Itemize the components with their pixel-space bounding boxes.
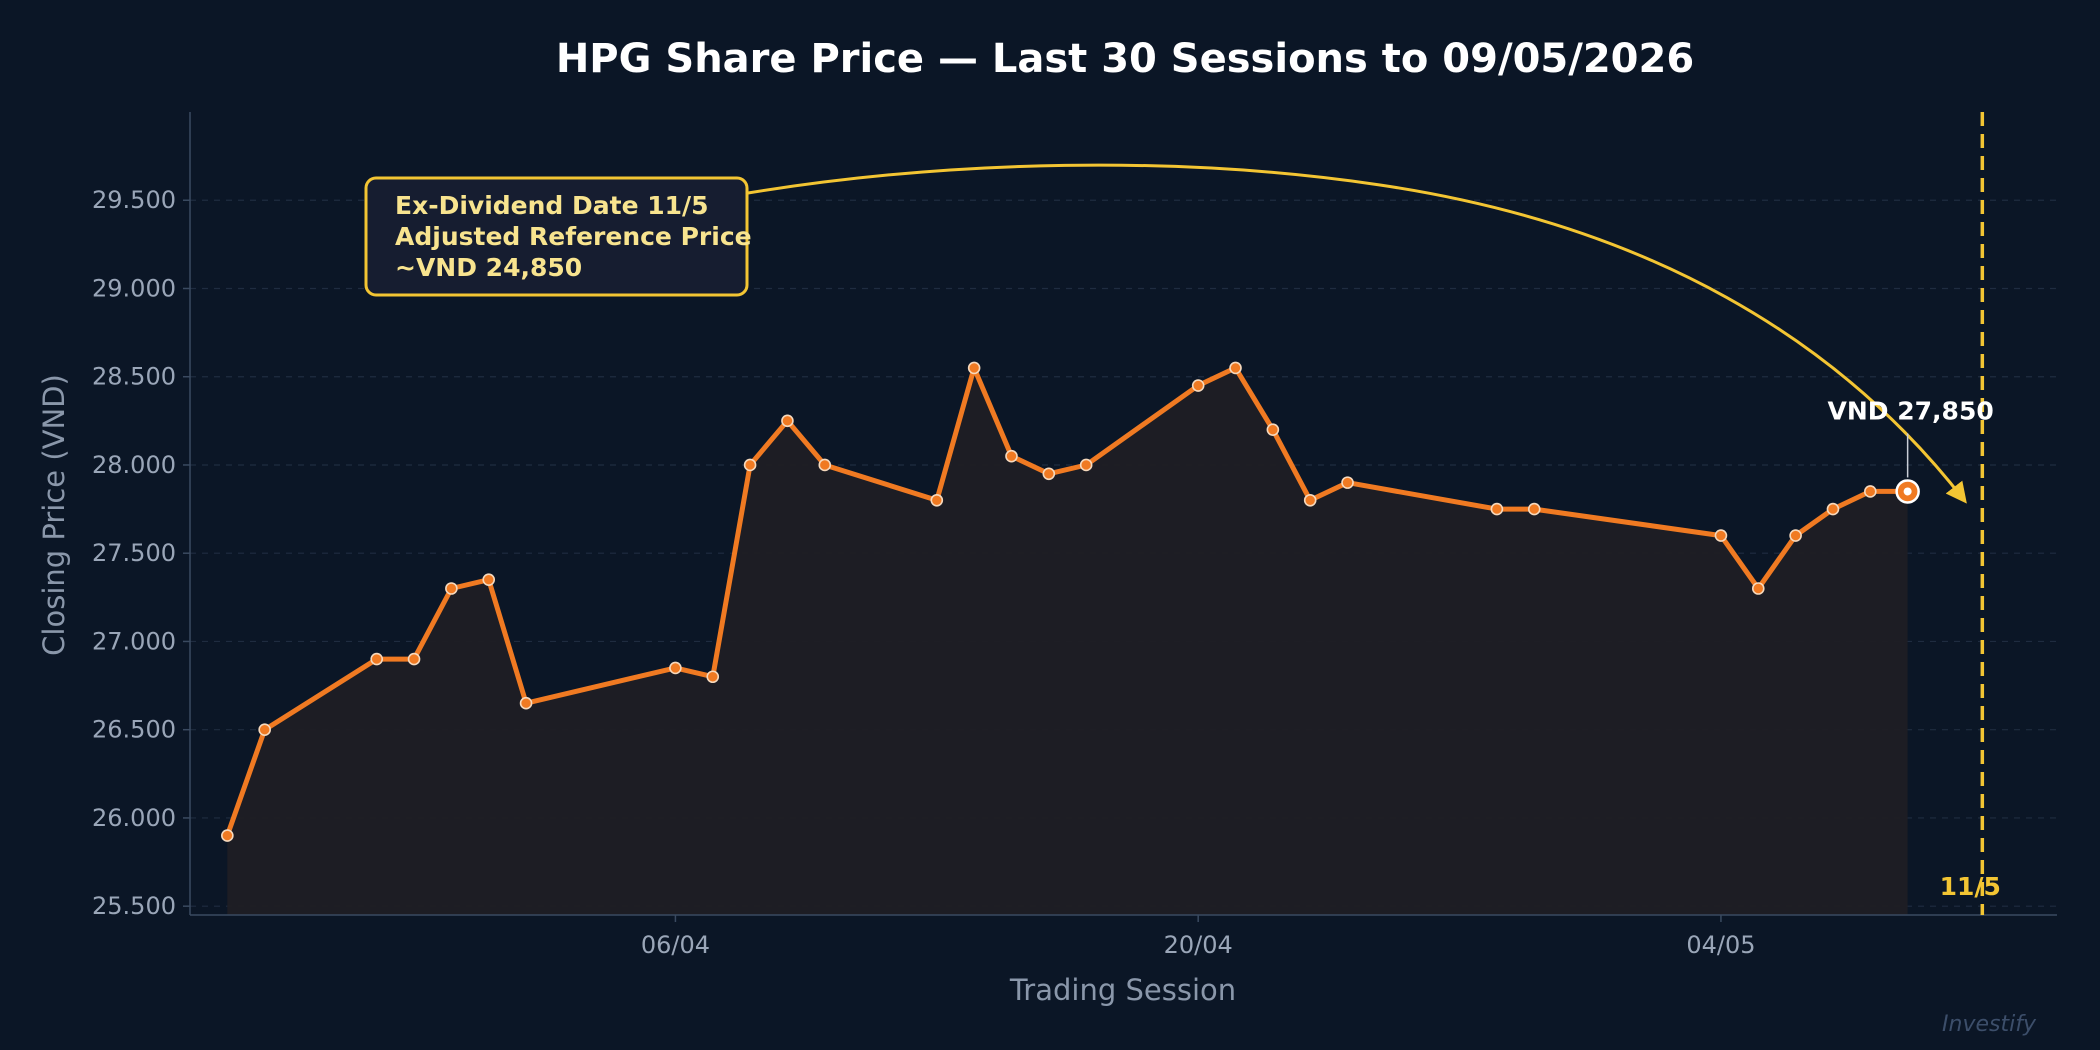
y-tick-label: 25.500 — [92, 892, 176, 920]
data-point — [258, 723, 271, 736]
data-point — [1826, 502, 1840, 516]
annotation-arrow — [747, 163, 1967, 504]
data-point — [1714, 529, 1728, 542]
data-point — [370, 652, 384, 666]
x-tick-label: 04/05 — [1686, 931, 1755, 959]
y-axis-label: Closing Price (VND) — [37, 374, 71, 656]
data-point — [967, 361, 981, 375]
data-point — [1864, 485, 1877, 498]
line-path — [224, 365, 1911, 839]
y-tick-label: 26.500 — [92, 716, 176, 744]
data-point — [519, 696, 533, 710]
axes — [189, 112, 2057, 916]
y-tick-label: 28.500 — [92, 363, 176, 391]
area-fill — [227, 367, 1908, 915]
annotation-box — [364, 176, 749, 297]
last-data-point-center — [1903, 487, 1912, 496]
data-point — [482, 573, 496, 586]
data-point — [1341, 476, 1354, 489]
y-tick-label: 27.500 — [92, 539, 176, 567]
area-path — [227, 367, 1908, 915]
chart-title: HPG Share Price — Last 30 Sessions to 09… — [556, 36, 1694, 82]
data-point — [1079, 458, 1093, 472]
y-tick-label: 28.000 — [92, 451, 176, 479]
data-point — [1303, 493, 1317, 507]
x-axis-label: Trading Session — [1009, 973, 1236, 1007]
annotation-line-1: Ex-Dividend Date 11/5 — [395, 191, 709, 220]
data-point — [1229, 361, 1242, 375]
x-tick-labels: 06/04 20/04 04/05 — [641, 915, 1756, 959]
data-point — [930, 493, 944, 507]
data-point — [445, 582, 458, 595]
data-points — [221, 361, 1877, 842]
price-line — [224, 365, 1911, 839]
last-price-label: VND 27,850 — [1828, 396, 1994, 425]
data-point — [818, 458, 832, 472]
x-tick-label: 20/04 — [1164, 931, 1233, 959]
data-point — [1751, 582, 1765, 595]
watermark: Investify — [1942, 1012, 2037, 1037]
y-tick-label: 26.000 — [92, 804, 176, 832]
data-point — [743, 458, 757, 472]
y-tick-label: 27.000 — [92, 627, 176, 655]
y-tick-labels: 25.500 26.000 26.500 27.000 27.500 28.000 28.5… — [92, 186, 190, 920]
data-point — [1789, 529, 1802, 542]
last-price-callout: VND 27,850 — [1828, 396, 1994, 504]
x-tick-label: 06/04 — [641, 931, 710, 959]
data-point — [1191, 379, 1205, 392]
data-point — [669, 661, 682, 675]
data-point — [706, 670, 720, 684]
y-tick-label: 29.500 — [92, 186, 176, 214]
annotation-line-3: ~VND 24,850 — [395, 253, 582, 282]
data-point — [1527, 502, 1541, 516]
data-point — [1042, 467, 1056, 481]
data-point — [1490, 502, 1504, 516]
ex-dividend-label: 11/5 — [1940, 872, 2001, 901]
data-point — [1005, 449, 1018, 463]
data-point — [407, 652, 421, 666]
ex-dividend-marker: 11/5 — [1940, 112, 2001, 915]
data-point — [1266, 423, 1280, 436]
annotation-line-2: Adjusted Reference Price — [395, 222, 752, 251]
data-point — [221, 829, 234, 842]
data-point — [781, 414, 794, 428]
y-tick-label: 29.000 — [92, 274, 176, 302]
